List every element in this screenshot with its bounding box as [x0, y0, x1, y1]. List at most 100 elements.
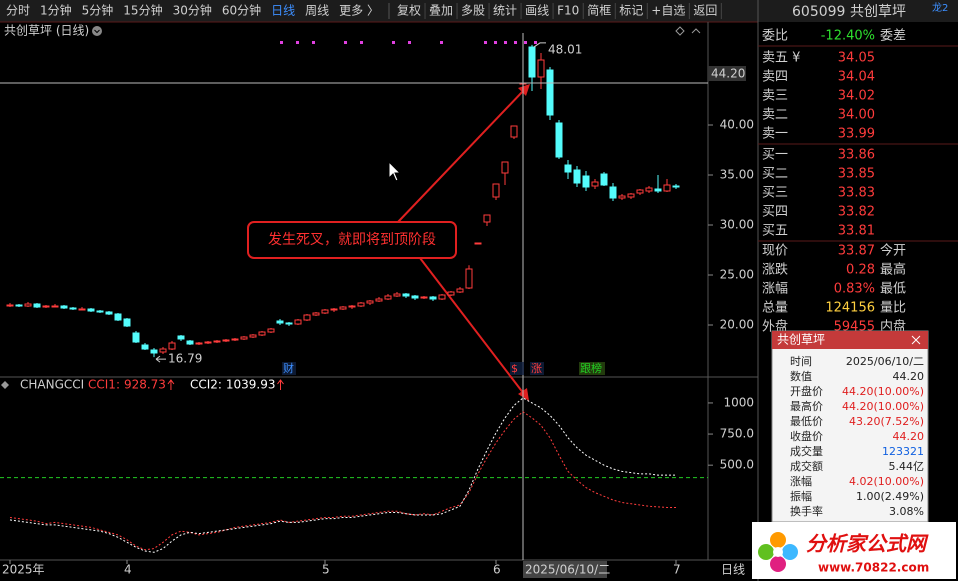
event-label: 跟榜: [580, 361, 602, 375]
event-marker[interactable]: [282, 362, 296, 375]
popup-row-value: 44.20: [893, 370, 925, 383]
crosshair-date-box: [523, 561, 607, 578]
x-tick-label: 6: [493, 563, 501, 577]
tool-button[interactable]: 叠加: [429, 4, 453, 18]
signal-dot: [280, 41, 283, 44]
legend-name: CCI2: [190, 378, 218, 392]
candle-body: [231, 338, 239, 341]
candle-body: [429, 296, 437, 300]
period-tab[interactable]: 日线: [271, 4, 295, 18]
tool-button[interactable]: +自选: [651, 4, 685, 18]
period-tab[interactable]: 分时: [6, 4, 30, 18]
bid-price: 33.85: [838, 167, 875, 182]
tool-button[interactable]: 简框: [587, 4, 611, 18]
candle-body: [528, 46, 536, 78]
panel-icons[interactable]: [675, 26, 701, 36]
logo-petal: [770, 556, 786, 572]
candle-body: [645, 187, 653, 192]
crosshair-price: 44.20: [711, 67, 745, 81]
candle-body: [42, 305, 50, 308]
tool-button[interactable]: F10: [557, 4, 579, 18]
tool-button[interactable]: 多股: [461, 4, 485, 18]
logo-petal: [782, 544, 798, 560]
popup-row-label: 最低价: [790, 415, 823, 428]
stat-label: 涨跌: [762, 262, 788, 278]
tool-button[interactable]: 复权: [397, 4, 421, 18]
y-tick-label: 30.00: [720, 218, 754, 232]
legend-arrow: [277, 379, 284, 390]
callout-text: 发生死叉，就即将到顶阶段: [268, 232, 436, 248]
title-menu-icon[interactable]: [92, 26, 102, 36]
logo-petal: [758, 544, 774, 560]
candle-body: [330, 308, 338, 311]
candle-body: [6, 304, 14, 307]
signal-dot: [524, 41, 527, 44]
ask-label: 卖五 ¥: [762, 51, 800, 66]
tool-button[interactable]: 统计: [493, 4, 517, 18]
bid-label: 买三: [762, 186, 788, 201]
tool-button[interactable]: 返回: [693, 4, 717, 18]
period-tab[interactable]: 5分钟: [82, 3, 114, 18]
period-tab[interactable]: 60分钟: [222, 3, 261, 18]
high-label: 48.01: [548, 42, 582, 56]
candle-body: [294, 319, 302, 325]
popup-row-label: 开盘价: [790, 384, 823, 398]
popup-row-value: 2025/06/10/二: [846, 355, 924, 368]
candle-body: [240, 336, 248, 340]
legend-name: CCI1: [88, 378, 116, 392]
stat-value: 0.28: [846, 263, 875, 278]
candle-body: [636, 189, 644, 194]
candle-body: [375, 298, 383, 302]
legend-colon: :: [116, 378, 120, 392]
candle-body: [420, 296, 428, 299]
y-tick-label: 1000: [723, 395, 754, 409]
popup-close[interactable]: [911, 335, 921, 345]
popup-row-label: 时间: [790, 355, 812, 368]
period-tab[interactable]: 1分钟: [40, 3, 72, 18]
period-tab[interactable]: 30分钟: [173, 3, 212, 18]
logo-name: 分析家公式网: [806, 532, 929, 556]
y-tick-label: 500.0: [720, 458, 754, 472]
popup-header: [772, 331, 928, 349]
candle-body: [51, 305, 59, 308]
popup-row-label: 数值: [790, 370, 812, 383]
legend-value: 1039.93: [226, 378, 276, 392]
period-tab[interactable]: 更多 〉: [339, 4, 379, 18]
candle-body: [537, 59, 545, 78]
popup-row-label: 换手率: [790, 504, 823, 518]
y-tick-label: 750.0: [720, 427, 754, 441]
candle-body: [69, 307, 77, 310]
tool-button[interactable]: 标记: [619, 4, 643, 18]
popup-frame[interactable]: [771, 330, 929, 523]
candle-body: [465, 268, 473, 289]
tool-button[interactable]: 画线: [525, 4, 549, 18]
popup-row-label: 涨幅: [790, 475, 812, 488]
candle-body: [195, 342, 203, 345]
candle-body: [348, 305, 356, 308]
signal-dot: [484, 41, 487, 44]
toolbar: [0, 0, 758, 22]
candle-body: [267, 328, 275, 333]
candle-body: [573, 169, 581, 184]
popup-row-value: 44.20(10.00%): [842, 400, 924, 413]
period-tab[interactable]: 周线: [305, 4, 329, 18]
chart-title: 共创草坪 (日线): [4, 24, 89, 38]
candle-body: [105, 311, 113, 315]
stat-extra: 最高: [880, 262, 906, 278]
event-marker[interactable]: [579, 362, 605, 375]
ask-label: 卖一: [762, 127, 788, 142]
candle-body: [222, 339, 230, 342]
indicator-title: CHANGCCI: [20, 378, 84, 392]
event-marker[interactable]: [510, 362, 524, 375]
candle-body: [177, 335, 185, 340]
candle-body: [123, 318, 131, 327]
event-marker[interactable]: [530, 362, 544, 375]
mouse-cursor: [388, 160, 402, 182]
signal-dot: [344, 41, 347, 44]
popup-row-label: 成交量: [790, 444, 823, 458]
period-tab[interactable]: 15分钟: [123, 3, 162, 18]
candle-body: [33, 303, 41, 308]
signal-dot: [408, 41, 411, 44]
candle-body: [186, 340, 194, 345]
